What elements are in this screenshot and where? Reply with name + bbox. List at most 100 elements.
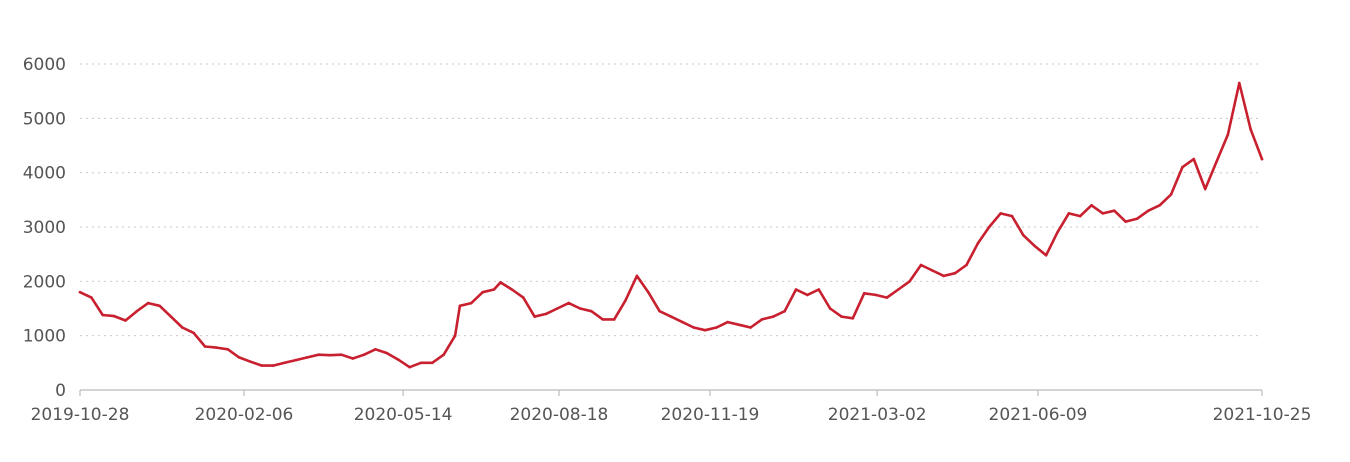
- data-point: [772, 315, 775, 318]
- data-point: [533, 315, 536, 318]
- data-point: [953, 271, 957, 275]
- data-point: [271, 364, 275, 367]
- data-point: [635, 274, 639, 278]
- data-point: [658, 309, 661, 313]
- data-point: [1192, 157, 1196, 161]
- data-point: [135, 309, 139, 313]
- series-line: [78, 81, 1264, 369]
- data-point: [976, 242, 980, 245]
- data-point: [351, 357, 355, 360]
- x-tick-label: 2019-10-28: [31, 405, 130, 425]
- y-axis-tick-labels: 0 1000 2000 3000 4000 5000 6000: [23, 55, 66, 401]
- data-point: [1090, 204, 1093, 207]
- data-point: [181, 326, 184, 329]
- data-point: [374, 348, 377, 351]
- data-point: [328, 353, 332, 357]
- data-point: [885, 296, 889, 299]
- data-point: [851, 317, 855, 320]
- data-point: [681, 320, 684, 324]
- data-point: [1135, 217, 1139, 221]
- data-point: [987, 225, 991, 229]
- data-point: [499, 281, 502, 284]
- data-point: [783, 309, 786, 313]
- y-tick-label: 4000: [23, 164, 66, 184]
- data-point: [965, 263, 968, 267]
- data-point: [124, 319, 127, 322]
- data-point: [1056, 231, 1059, 234]
- x-axis-tick-labels: 2019-10-28 2020-02-06 2020-05-14 2020-08-18…: [31, 405, 1312, 425]
- series-layer: [78, 81, 1264, 369]
- data-point: [715, 326, 718, 329]
- x-tick-label: 2021-10-25: [1213, 405, 1312, 425]
- data-point: [908, 280, 911, 283]
- data-point: [647, 290, 650, 294]
- data-point: [931, 269, 934, 272]
- data-point: [999, 212, 1002, 215]
- data-point: [78, 290, 82, 294]
- data-point: [522, 296, 525, 299]
- y-tick-label: 3000: [23, 218, 66, 238]
- data-point: [431, 361, 434, 365]
- data-point: [226, 348, 230, 351]
- data-point: [556, 307, 559, 310]
- data-point: [1113, 209, 1116, 212]
- data-point: [942, 274, 946, 278]
- data-point: [453, 334, 457, 338]
- data-point: [1147, 209, 1150, 212]
- data-point: [1044, 254, 1048, 257]
- data-point: [112, 314, 116, 318]
- y-tick-label: 1000: [23, 327, 66, 347]
- data-point: [237, 356, 241, 359]
- y-tick-label: 2000: [23, 272, 66, 292]
- x-tick-label: 2021-03-02: [828, 405, 927, 425]
- data-point: [828, 307, 832, 310]
- data-point: [260, 364, 264, 367]
- y-tick-label: 5000: [23, 109, 66, 129]
- data-point: [862, 292, 866, 295]
- data-point: [692, 326, 695, 329]
- x-tick-label: 2020-05-14: [354, 405, 453, 425]
- data-point: [1067, 212, 1071, 215]
- data-point: [544, 312, 548, 316]
- y-tick-label: 0: [55, 381, 66, 401]
- data-point: [737, 323, 741, 327]
- data-point: [90, 296, 93, 299]
- data-point: [215, 346, 218, 349]
- y-tick-label: 6000: [23, 55, 66, 75]
- data-point: [703, 328, 707, 332]
- data-point: [1078, 214, 1082, 218]
- data-point: [601, 318, 605, 321]
- data-point: [794, 288, 798, 291]
- data-point: [458, 304, 462, 308]
- data-point: [510, 288, 514, 291]
- data-point: [567, 301, 570, 305]
- data-point: [146, 301, 150, 305]
- data-point: [340, 353, 343, 357]
- data-point: [249, 360, 252, 364]
- grid-lines: [80, 63, 1262, 337]
- data-point: [919, 263, 923, 267]
- data-point: [1203, 187, 1207, 191]
- data-point: [1124, 220, 1127, 223]
- x-tick-label: 2020-08-18: [510, 405, 609, 425]
- data-point: [1158, 204, 1161, 207]
- data-point: [897, 288, 900, 291]
- data-point: [203, 345, 207, 348]
- data-point: [481, 290, 485, 294]
- data-point: [1101, 212, 1105, 215]
- data-point: [317, 353, 321, 357]
- x-tick-label: 2021-06-09: [989, 405, 1088, 425]
- data-point: [726, 320, 730, 324]
- x-tick-label: 2020-02-06: [195, 405, 294, 425]
- x-tick-label: 2020-11-19: [661, 405, 760, 425]
- data-point: [158, 304, 161, 308]
- data-point: [612, 318, 616, 321]
- data-point: [669, 315, 673, 318]
- data-point: [470, 301, 473, 305]
- data-point: [1010, 214, 1014, 218]
- data-point: [590, 309, 593, 313]
- data-point: [385, 351, 389, 355]
- data-point: [1169, 193, 1173, 196]
- data-point: [492, 288, 496, 291]
